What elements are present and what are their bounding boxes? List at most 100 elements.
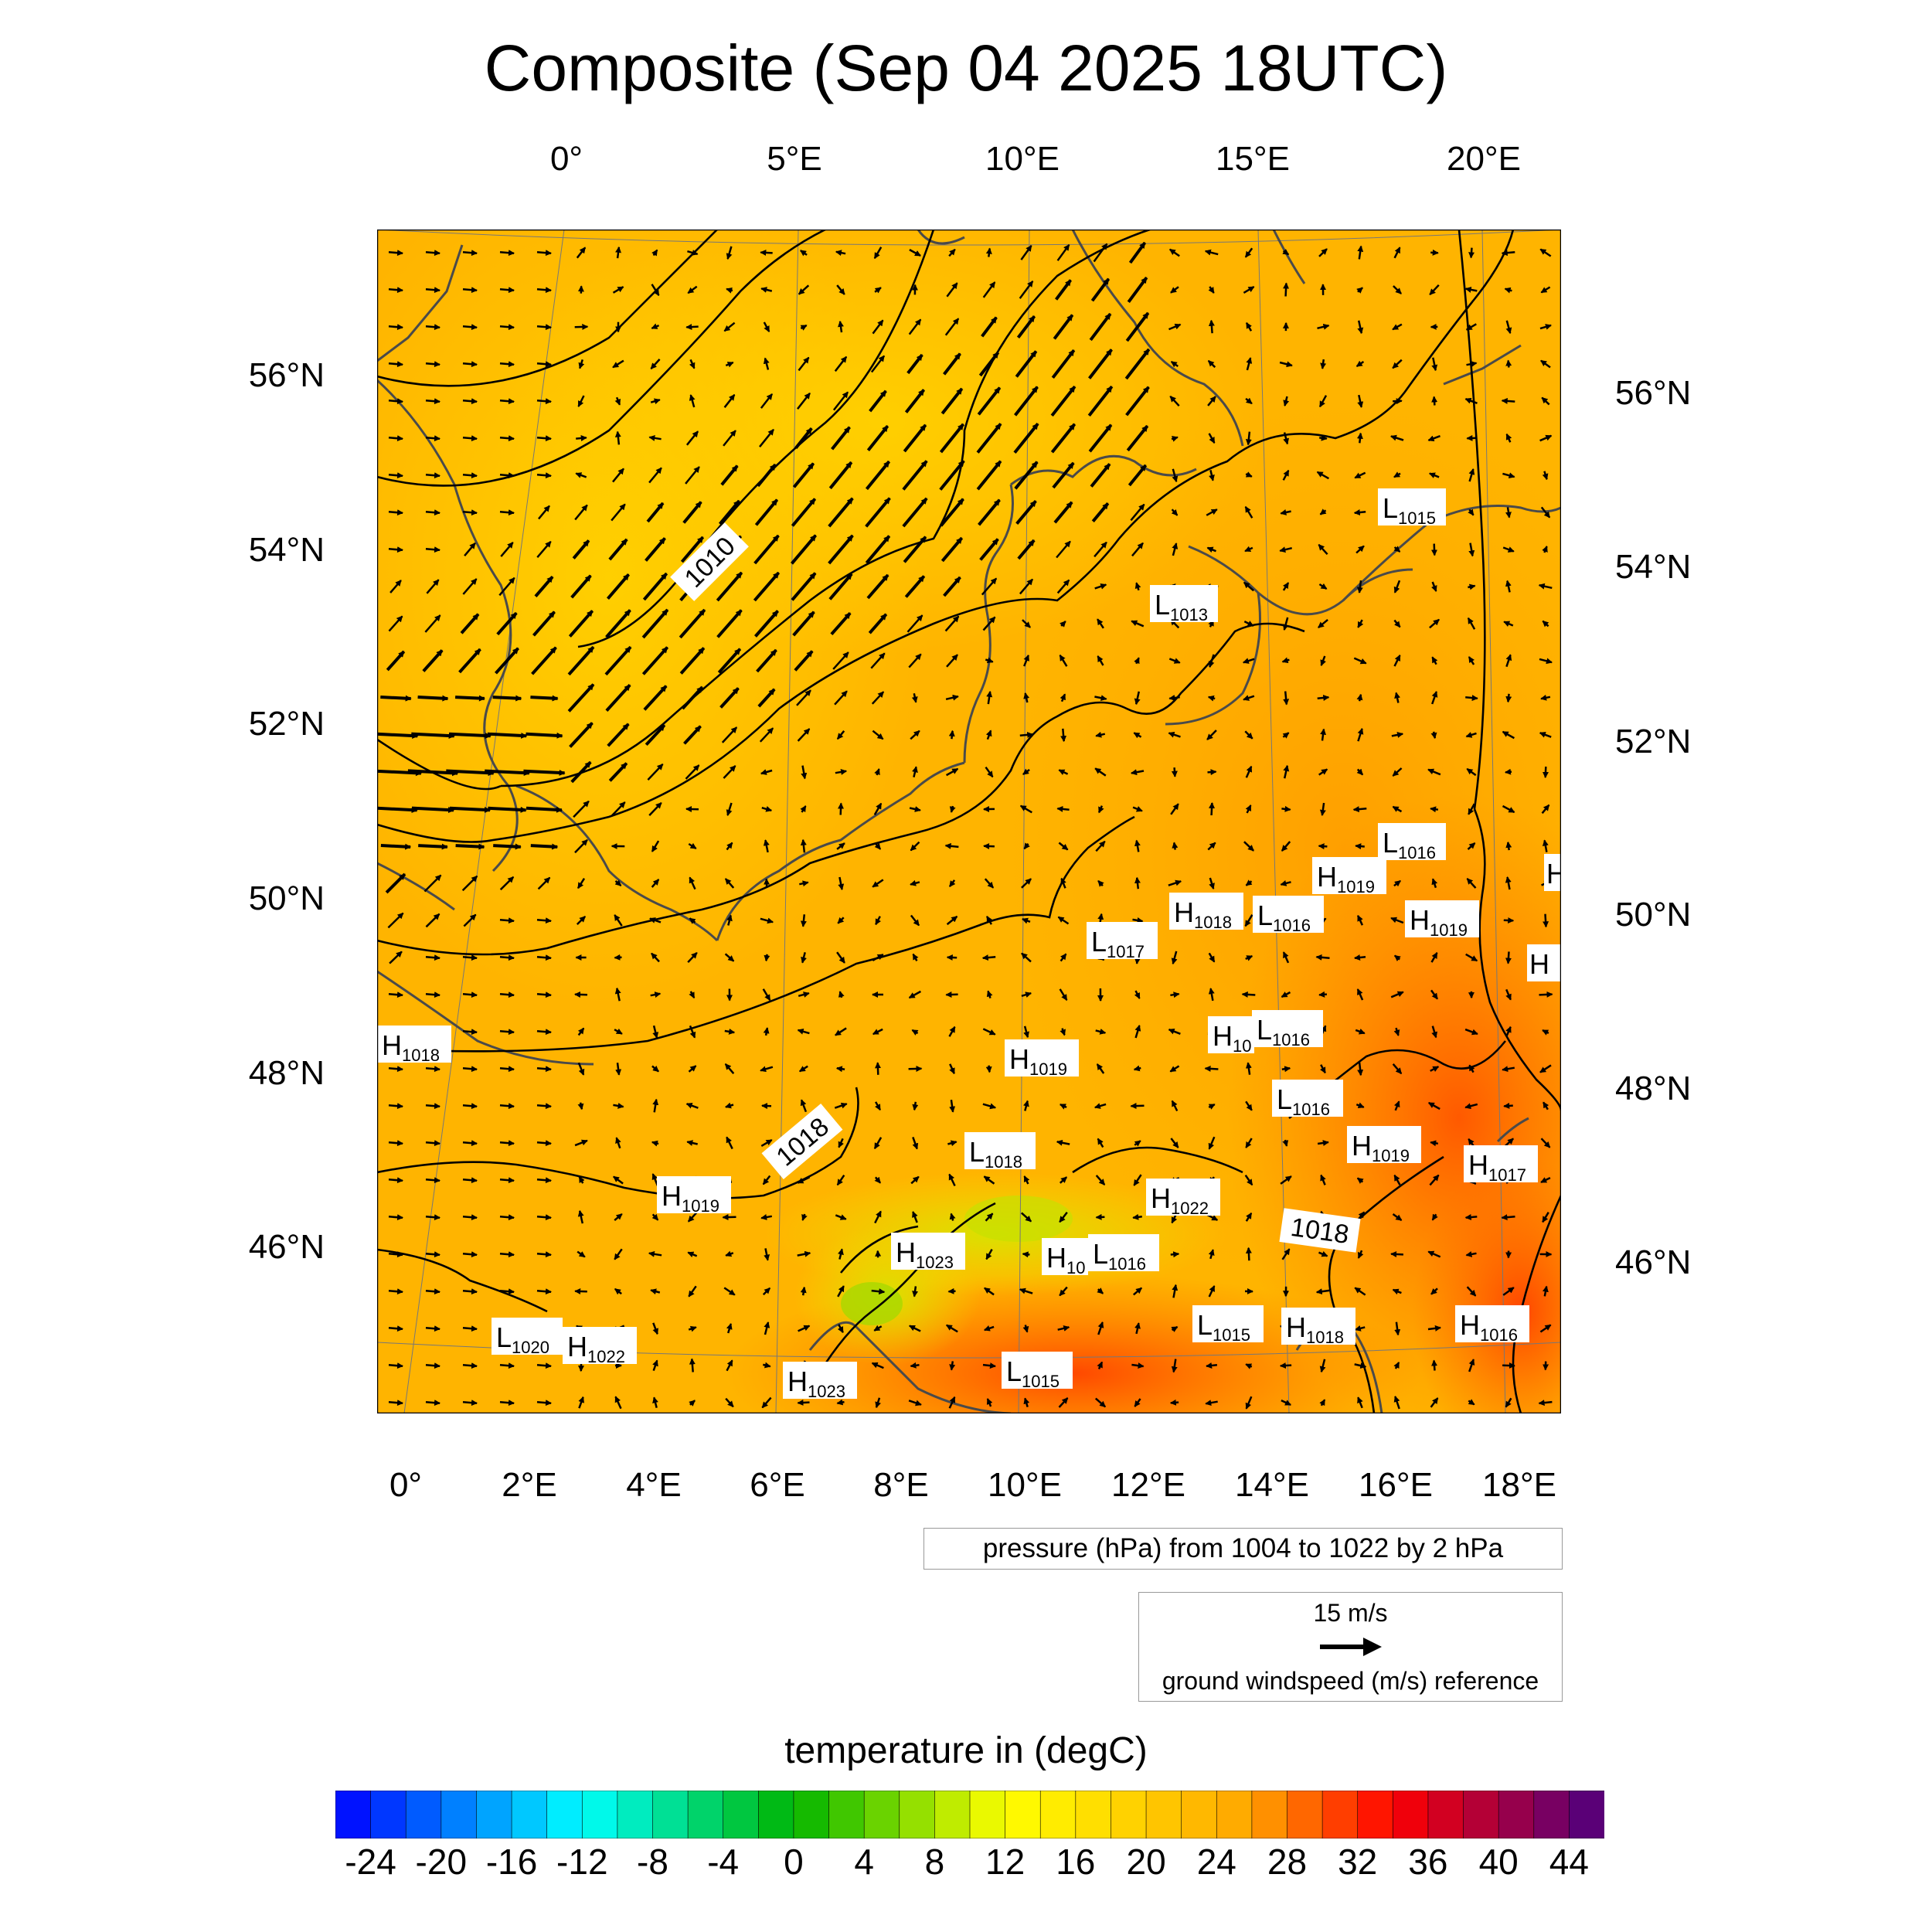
colorbar-label: 44 <box>1549 1842 1589 1882</box>
svg-text:H1023: H1023 <box>896 1236 954 1272</box>
wind-vector <box>1134 691 1141 706</box>
wind-vector <box>838 320 844 333</box>
wind-vector <box>800 1099 808 1113</box>
top-tick-0: 0° <box>549 140 583 178</box>
wind-vector <box>1393 1362 1400 1369</box>
wind-vector <box>377 769 422 777</box>
wind-vector <box>1356 432 1363 444</box>
wind-vector <box>499 250 515 257</box>
svg-text:H1018: H1018 <box>382 1029 440 1065</box>
svg-text:H1019: H1019 <box>1352 1130 1410 1165</box>
wind-vector <box>377 732 419 740</box>
pressure-center-high: H <box>1527 944 1561 981</box>
wind-vector <box>388 615 403 632</box>
wind-vector <box>1356 768 1364 776</box>
wind-vector <box>1542 1285 1549 1297</box>
wind-vector <box>1244 546 1253 553</box>
wind-vector <box>760 287 773 293</box>
wind-vector <box>1318 1250 1328 1257</box>
wind-vector <box>1050 423 1077 454</box>
colorbar-swatch <box>969 1791 1006 1838</box>
wind-vector <box>1431 691 1438 705</box>
svg-text:H1018: H1018 <box>1286 1311 1344 1347</box>
wind-vector <box>1208 1136 1216 1150</box>
wind-vector <box>573 800 590 818</box>
wind-vector <box>536 287 552 294</box>
wind-vector <box>1021 992 1032 998</box>
wind-vector <box>1056 540 1071 559</box>
wind-vector <box>726 1323 733 1334</box>
wind-vector <box>904 575 926 598</box>
wind-vector <box>1205 1400 1218 1406</box>
wind-vector <box>498 577 515 597</box>
wind-vector <box>910 841 920 852</box>
wind-vector <box>1172 468 1179 483</box>
wind-vector <box>380 843 412 850</box>
bottom-tick-4e: 4°E <box>626 1466 682 1504</box>
pressure-center-high: H <box>1544 854 1561 891</box>
wind-vector <box>906 353 923 375</box>
wind-vector <box>1505 988 1512 1001</box>
wind-vector <box>499 324 515 331</box>
wind-vector <box>576 435 587 441</box>
wind-vector <box>1505 841 1512 851</box>
wind-vector <box>1094 767 1107 777</box>
wind-vector <box>911 1029 919 1036</box>
wind-vector <box>948 1396 956 1409</box>
wind-vector <box>1465 953 1478 962</box>
wind-vector <box>613 1103 624 1109</box>
pressure-center-high: H10 <box>1208 1016 1254 1056</box>
wind-vector <box>1394 1321 1401 1336</box>
wind-vector <box>1318 843 1328 850</box>
right-tick-52n: 52°N <box>1615 723 1692 760</box>
wind-vector <box>1097 879 1104 887</box>
wind-vector <box>726 1136 733 1150</box>
wind-vector <box>1094 695 1107 702</box>
wind-vector <box>761 806 773 812</box>
wind-vector <box>425 287 440 294</box>
wind-vector <box>1168 695 1180 701</box>
wind-vector <box>681 685 704 710</box>
wind-vector <box>981 577 998 596</box>
wind-vector <box>903 536 927 563</box>
svg-text:L1016: L1016 <box>1257 1014 1310 1049</box>
wind-vector <box>985 766 994 778</box>
wind-vector <box>1282 951 1290 964</box>
wind-vector <box>526 732 563 739</box>
wind-vector <box>720 464 739 486</box>
isobar-label-1018: 1018 <box>761 1104 843 1179</box>
wind-vector <box>1430 952 1438 963</box>
wind-vector <box>1014 461 1039 490</box>
wind-vector <box>1060 621 1066 628</box>
wind-vector <box>689 359 696 369</box>
svg-text:H1023: H1023 <box>787 1366 845 1401</box>
wind-vector <box>835 250 846 257</box>
wind-vector <box>536 1251 552 1258</box>
wind-vector <box>1394 1100 1400 1111</box>
svg-text:L1013: L1013 <box>1155 589 1208 624</box>
wind-vector <box>568 610 594 638</box>
wind-vector <box>828 573 853 600</box>
wind-vector <box>462 1214 478 1221</box>
wind-vector <box>1427 1250 1441 1258</box>
map-panel[interactable]: 1010 1018 1018 L1015 L1013 L1016 H1019 H… <box>377 230 1561 1413</box>
left-tick-50n: 50°N <box>248 879 325 917</box>
wind-vector <box>1318 768 1328 776</box>
wind-vector <box>1282 249 1290 256</box>
wind-vector <box>1245 1363 1253 1369</box>
wind-vector <box>985 1213 994 1222</box>
wind-vector <box>834 355 848 372</box>
colorbar-swatch <box>581 1791 618 1838</box>
wind-vector <box>977 386 1002 416</box>
wind-vector <box>499 1362 515 1369</box>
wind-vector <box>570 760 592 784</box>
wind-vector <box>1390 434 1404 441</box>
wind-vector <box>872 954 884 961</box>
wind-vector <box>1134 1140 1141 1147</box>
wind-vector <box>1093 243 1108 263</box>
pressure-center-low: L1016 <box>1253 896 1324 935</box>
wind-vector <box>835 1066 845 1073</box>
wind-vector <box>906 614 923 633</box>
wind-vector <box>1023 1397 1030 1407</box>
wind-vector <box>1091 502 1110 522</box>
